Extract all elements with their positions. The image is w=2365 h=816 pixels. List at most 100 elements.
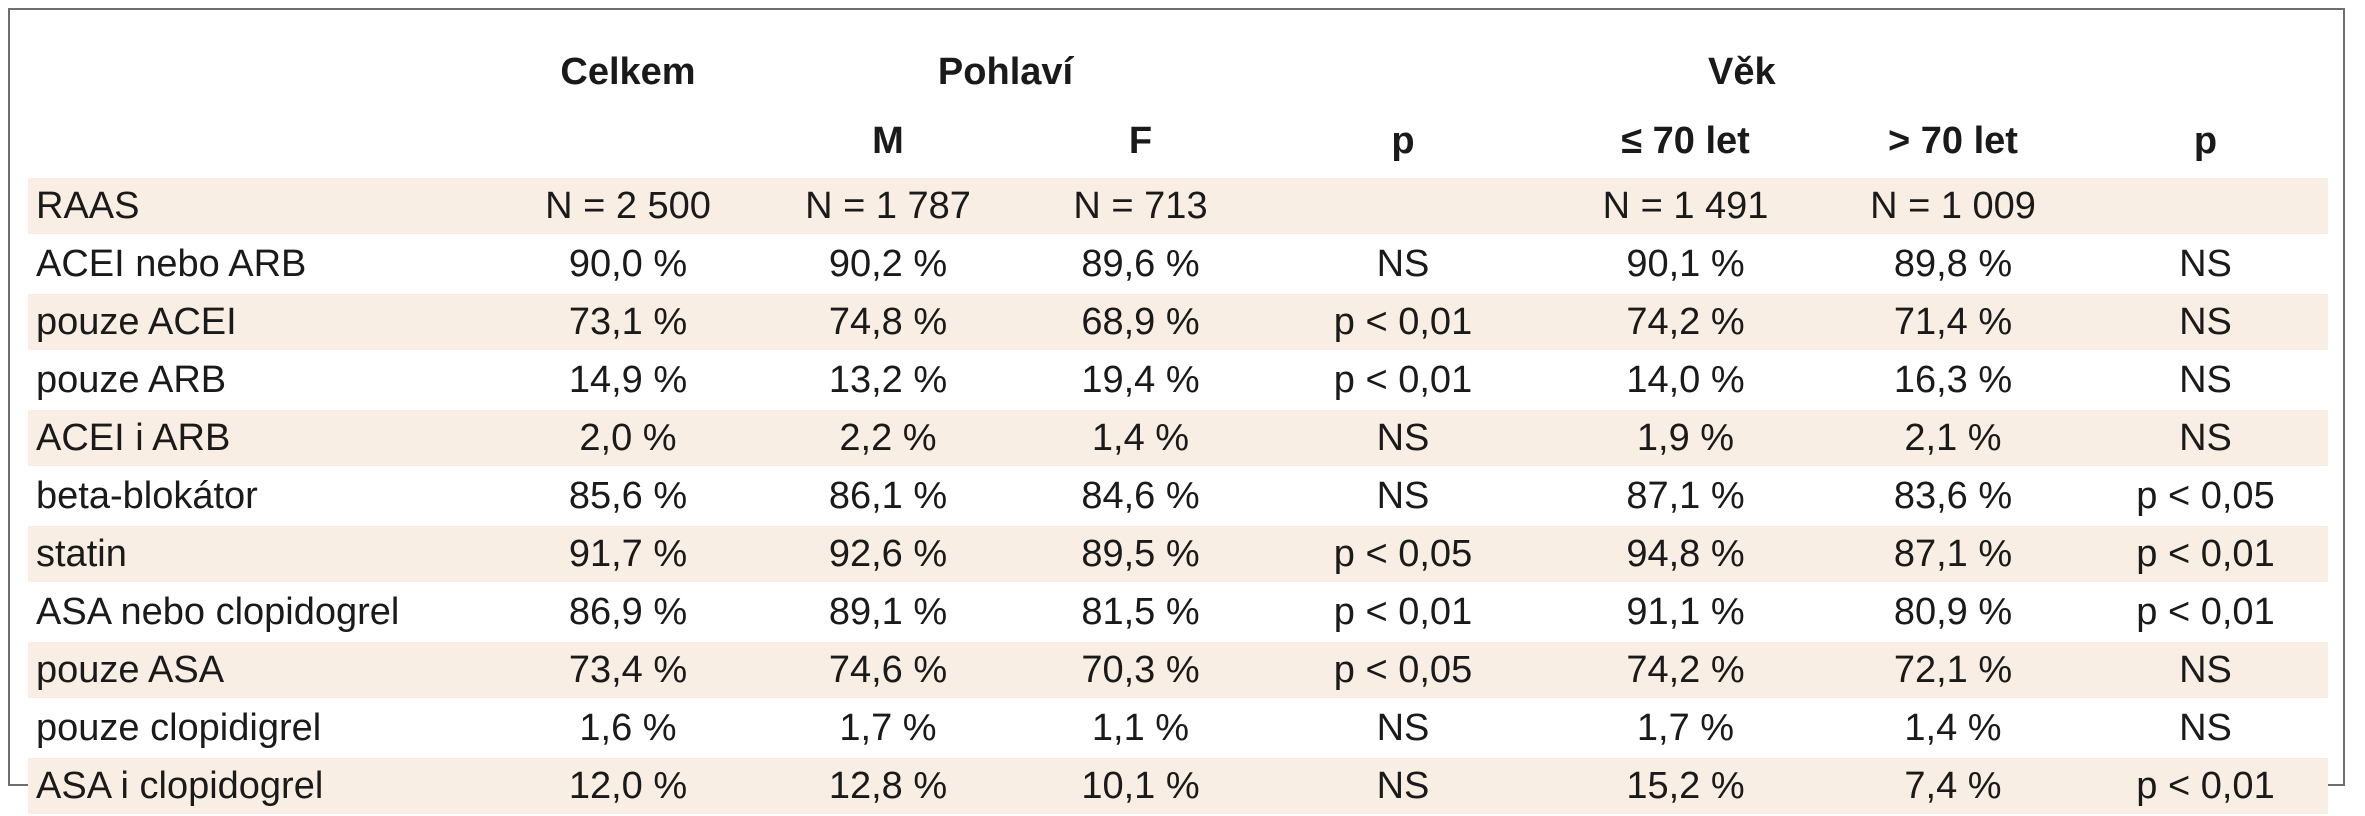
cell-p-sex: p < 0,01 xyxy=(1333,359,1473,401)
cell-m: 1,7 % xyxy=(839,707,937,749)
row-label: ACEI nebo ARB xyxy=(36,243,307,285)
row-label: pouze ARB xyxy=(36,359,227,401)
table-row: ACEI i ARB 2,0 % 2,2 % 1,4 % NS 1,9 % 2,1 % NS xyxy=(28,409,2328,467)
table-row: pouze clopidigrel 1,6 % 1,7 % 1,1 % NS 1,7 % 1… xyxy=(28,699,2328,757)
header-age-group: Věk xyxy=(1708,51,1776,93)
table-row: ACEI nebo ARB 90,0 % 90,2 % 89,6 % NS 90,1 % 8… xyxy=(28,235,2328,293)
cell-total: 14,9 % xyxy=(568,359,688,401)
cell-le70: 14,0 % xyxy=(1626,359,1745,401)
header-row-groups: Celkem Pohlaví Věk xyxy=(28,40,2328,104)
header-le70: ≤ 70 let xyxy=(1621,120,1750,162)
table-row: pouze ARB 14,9 % 13,2 % 19,4 % p < 0,01 14,0 … xyxy=(28,351,2328,409)
cell-p-sex: p < 0,05 xyxy=(1258,525,1548,583)
cell-f: 1,1 % xyxy=(1091,707,1190,749)
cell-f: 84,6 % xyxy=(1081,475,1200,517)
table-row: ASA i clopidogrel 12,0 % 12,8 % 10,1 % NS 15,… xyxy=(28,757,2328,815)
cell-m: 12,8 % xyxy=(753,757,1023,815)
cell-le70: 74,2 % xyxy=(1548,293,1823,351)
cell-p-sex: p < 0,01 xyxy=(1258,293,1548,351)
table-frame: Celkem Pohlaví Věk M F p ≤ 70 let > 70 l… xyxy=(8,8,2345,815)
header-empty xyxy=(28,40,503,104)
cell-m: N = 1 787 xyxy=(753,178,1023,235)
cell-le70: 90,1 % xyxy=(1626,243,1745,285)
cell-total: 85,6 % xyxy=(568,475,688,517)
cell-le70: N = 1 491 xyxy=(1548,178,1823,235)
cell-p-age: NS xyxy=(2179,359,2232,401)
cell-m: 74,8 % xyxy=(753,293,1023,351)
cell-p-age: p < 0,01 xyxy=(2136,591,2275,633)
table-row: statin 91,7 % 92,6 % 89,5 % p < 0,05 94,8 % 87… xyxy=(28,525,2328,583)
table-row: RAAS N = 2 500 N = 1 787 N = 713 N = 1 491 N … xyxy=(28,178,2328,235)
cell-p-sex: NS xyxy=(1258,757,1548,815)
cell-gt70: 83,6 % xyxy=(1893,475,2013,517)
cell-p-age: p < 0,01 xyxy=(2083,757,2328,815)
cell-gt70: N = 1 009 xyxy=(1823,178,2083,235)
cell-p-age: p < 0,01 xyxy=(2083,525,2328,583)
cell-total: 91,7 % xyxy=(503,525,753,583)
cell-total: 12,0 % xyxy=(503,757,753,815)
header-empty xyxy=(503,104,753,178)
cell-p-sex: p < 0,05 xyxy=(1258,641,1548,699)
cell-gt70: 80,9 % xyxy=(1893,591,2013,633)
cell-le70: 87,1 % xyxy=(1626,475,1745,517)
header-empty xyxy=(28,104,503,178)
cell-gt70: 72,1 % xyxy=(1823,641,2083,699)
cell-f: 68,9 % xyxy=(1023,293,1258,351)
cell-f: 1,4 % xyxy=(1023,409,1258,467)
cell-le70: 94,8 % xyxy=(1548,525,1823,583)
cell-le70: 91,1 % xyxy=(1626,591,1745,633)
cell-p-age: NS xyxy=(2179,243,2232,285)
cell-f: 81,5 % xyxy=(1081,591,1200,633)
cell-le70: 15,2 % xyxy=(1548,757,1823,815)
cell-f: 19,4 % xyxy=(1081,359,1200,401)
row-label: ACEI i ARB xyxy=(28,409,503,467)
cell-le70: 1,9 % xyxy=(1548,409,1823,467)
cell-p-age: NS xyxy=(2179,707,2232,749)
row-label: ASA i clopidogrel xyxy=(28,757,503,815)
row-label: beta-blokátor xyxy=(36,475,258,517)
cell-le70: 1,7 % xyxy=(1636,707,1735,749)
cell-f: N = 713 xyxy=(1023,178,1258,235)
header-sex-group: Pohlaví xyxy=(937,51,1074,93)
header-m: M xyxy=(872,120,904,162)
cell-f: 89,6 % xyxy=(1081,243,1200,285)
cell-p-age: NS xyxy=(2083,409,2328,467)
cell-gt70: 89,8 % xyxy=(1893,243,2013,285)
row-label: statin xyxy=(28,525,503,583)
cell-m: 13,2 % xyxy=(828,359,948,401)
table-row: pouze ASA 73,4 % 74,6 % 70,3 % p < 0,05 74,2 … xyxy=(28,641,2328,699)
cell-m: 90,2 % xyxy=(828,243,948,285)
cell-p-sex: NS xyxy=(1258,409,1548,467)
cell-p-age: NS xyxy=(2083,641,2328,699)
cell-f: 70,3 % xyxy=(1023,641,1258,699)
cell-total: 73,1 % xyxy=(503,293,753,351)
header-p-age: p xyxy=(2193,120,2218,162)
row-label: pouze ACEI xyxy=(28,293,503,351)
table-row: pouze ACEI 73,1 % 74,8 % 68,9 % p < 0,01 74,2… xyxy=(28,293,2328,351)
cell-total: 2,0 % xyxy=(503,409,753,467)
cell-total: 90,0 % xyxy=(568,243,688,285)
cell-gt70: 71,4 % xyxy=(1823,293,2083,351)
header-f: F xyxy=(1128,120,1153,162)
header-empty xyxy=(1258,40,1548,104)
row-label: pouze ASA xyxy=(28,641,503,699)
cell-p-sex xyxy=(1258,178,1548,235)
header-row-sub: M F p ≤ 70 let > 70 let p xyxy=(28,104,2328,178)
cell-gt70: 2,1 % xyxy=(1823,409,2083,467)
cell-total: 1,6 % xyxy=(579,707,677,749)
cell-m: 86,1 % xyxy=(828,475,948,517)
cell-total: 73,4 % xyxy=(503,641,753,699)
cell-gt70: 1,4 % xyxy=(1904,707,2002,749)
cell-f: 10,1 % xyxy=(1023,757,1258,815)
cell-p-age: NS xyxy=(2083,293,2328,351)
cell-total: 86,9 % xyxy=(568,591,688,633)
medication-table: Celkem Pohlaví Věk M F p ≤ 70 let > 70 l… xyxy=(28,40,2328,816)
header-p-sex: p xyxy=(1391,120,1415,162)
cell-p-age: p < 0,05 xyxy=(2136,475,2275,517)
table-body: RAAS N = 2 500 N = 1 787 N = 713 N = 1 491 N … xyxy=(28,178,2328,815)
cell-p-sex: p < 0,01 xyxy=(1333,591,1473,633)
cell-total: N = 2 500 xyxy=(503,178,753,235)
row-label: RAAS xyxy=(28,178,503,235)
table-row: beta-blokátor 85,6 % 86,1 % 84,6 % NS 87,1 % 8… xyxy=(28,467,2328,525)
cell-p-age xyxy=(2083,178,2328,235)
